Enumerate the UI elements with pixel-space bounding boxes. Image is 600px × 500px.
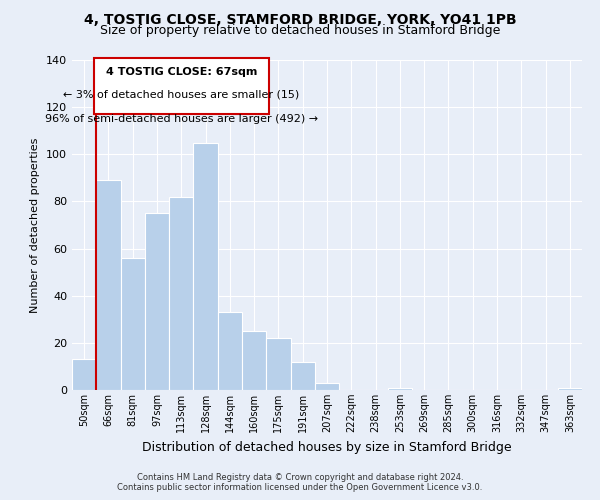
Bar [290, 362, 315, 390]
Text: Size of property relative to detached houses in Stamford Bridge: Size of property relative to detached ho… [100, 24, 500, 37]
Bar [558, 388, 582, 390]
Text: ← 3% of detached houses are smaller (15): ← 3% of detached houses are smaller (15) [63, 90, 299, 100]
Y-axis label: Number of detached properties: Number of detached properties [31, 138, 40, 312]
Bar [218, 312, 242, 390]
Bar [193, 142, 218, 390]
Bar [96, 180, 121, 390]
Bar [388, 388, 412, 390]
Bar [145, 213, 169, 390]
Text: 4, TOSTIG CLOSE, STAMFORD BRIDGE, YORK, YO41 1PB: 4, TOSTIG CLOSE, STAMFORD BRIDGE, YORK, … [83, 12, 517, 26]
Text: 4 TOSTIG CLOSE: 67sqm: 4 TOSTIG CLOSE: 67sqm [106, 66, 257, 76]
Bar [242, 331, 266, 390]
Bar [315, 383, 339, 390]
Bar [72, 360, 96, 390]
FancyBboxPatch shape [94, 58, 269, 114]
Bar [266, 338, 290, 390]
Bar [121, 258, 145, 390]
Bar [169, 196, 193, 390]
Text: 96% of semi-detached houses are larger (492) →: 96% of semi-detached houses are larger (… [45, 114, 318, 124]
X-axis label: Distribution of detached houses by size in Stamford Bridge: Distribution of detached houses by size … [142, 440, 512, 454]
Text: Contains HM Land Registry data © Crown copyright and database right 2024.
Contai: Contains HM Land Registry data © Crown c… [118, 473, 482, 492]
